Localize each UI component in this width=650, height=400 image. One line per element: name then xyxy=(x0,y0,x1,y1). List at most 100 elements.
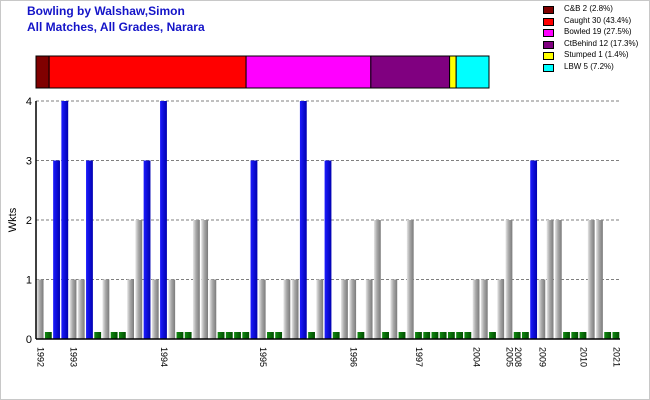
bar xyxy=(94,332,102,339)
bar xyxy=(332,332,340,339)
bar xyxy=(258,279,266,339)
x-tick-label: 1992 xyxy=(36,347,46,367)
x-tick-label: 1997 xyxy=(414,347,424,367)
bar xyxy=(267,332,274,339)
bar xyxy=(160,101,167,339)
legend-label-ctbehind: CtBehind 12 (17.3%) xyxy=(564,38,639,48)
bar xyxy=(357,332,365,339)
bar xyxy=(36,279,44,339)
bar xyxy=(275,332,283,339)
legend-swatch-lbw xyxy=(543,63,554,72)
legend-swatch-stumped xyxy=(543,52,554,60)
legend-swatch-caught xyxy=(543,17,554,26)
bar xyxy=(44,332,52,339)
bar xyxy=(480,279,488,339)
dismissal-segment-3 xyxy=(370,55,451,89)
y-axis-label: Wkts xyxy=(7,207,19,232)
bar xyxy=(415,332,422,339)
legend-label-stumped: Stumped 1 (1.4%) xyxy=(564,50,629,59)
bar xyxy=(538,279,546,339)
bar xyxy=(102,279,110,339)
bar xyxy=(521,332,529,339)
bar xyxy=(382,332,389,339)
bar xyxy=(398,332,406,339)
dismissal-segment-1 xyxy=(48,55,247,89)
bar xyxy=(176,332,184,339)
bar xyxy=(546,220,554,339)
legend-swatch-cab xyxy=(543,6,554,14)
y-ticks: 0 1 2 3 4 xyxy=(26,96,32,346)
x-tick-label: 1996 xyxy=(348,347,358,367)
legend-swatch-bowled xyxy=(543,29,554,37)
bar xyxy=(373,220,381,339)
bar xyxy=(423,332,431,339)
legend-swatch-ctbehind xyxy=(543,40,554,49)
bar xyxy=(283,279,291,339)
y-tick-label: 4 xyxy=(26,96,32,108)
bar xyxy=(464,332,472,339)
bar xyxy=(69,279,77,339)
bar xyxy=(571,332,579,339)
bar xyxy=(439,332,447,339)
axes xyxy=(35,101,620,340)
bar xyxy=(604,332,612,339)
bar xyxy=(579,332,587,339)
bar xyxy=(505,220,513,339)
bar xyxy=(143,160,151,339)
bar xyxy=(349,279,357,339)
legend-label-lbw: LBW 5 (7.2%) xyxy=(564,61,614,71)
bar xyxy=(316,279,324,339)
bar xyxy=(209,279,217,339)
x-tick-label: 2004 xyxy=(472,347,482,367)
bar xyxy=(431,332,439,339)
dismissal-segment-0 xyxy=(35,55,50,89)
bar xyxy=(110,332,118,339)
bar xyxy=(217,332,225,339)
bar xyxy=(612,332,620,339)
bar xyxy=(201,220,209,339)
bar xyxy=(86,160,93,339)
bar xyxy=(225,332,233,339)
bar xyxy=(587,220,595,339)
bar xyxy=(61,101,69,339)
x-tick-label: 2008 xyxy=(513,347,523,367)
bar xyxy=(472,279,480,339)
bar xyxy=(324,160,332,339)
bar xyxy=(513,332,521,339)
chart-subtitle: All Matches, All Grades, Narara xyxy=(27,20,205,34)
x-tick-label: 2021 xyxy=(612,347,622,367)
bar xyxy=(554,220,562,339)
y-tick-label: 3 xyxy=(26,156,32,168)
dismissal-segment-2 xyxy=(245,55,372,89)
bar xyxy=(341,279,348,339)
bar xyxy=(77,279,85,339)
bar xyxy=(308,332,315,339)
bar xyxy=(118,332,126,339)
bar xyxy=(563,332,570,339)
x-tick-label: 1993 xyxy=(69,347,79,367)
bar xyxy=(184,332,192,339)
bar xyxy=(53,160,60,339)
bar xyxy=(250,160,258,339)
bar xyxy=(447,332,455,339)
dismissal-segment-4 xyxy=(449,55,457,89)
bar xyxy=(242,332,250,339)
legend-label-caught: Caught 30 (43.4%) xyxy=(564,15,632,25)
legend-label-cab: C&B 2 (2.8%) xyxy=(564,4,613,13)
x-tick-label: 2009 xyxy=(537,347,547,367)
bar xyxy=(234,332,241,339)
bar xyxy=(135,220,143,339)
y-tick-label: 0 xyxy=(26,334,32,346)
bar xyxy=(390,279,398,339)
bar xyxy=(127,279,135,339)
bar xyxy=(489,332,496,339)
bar xyxy=(291,279,299,339)
chart-title: Bowling by Walshaw,Simon xyxy=(27,4,185,18)
x-tick-label: 2005 xyxy=(505,347,515,367)
x-tick-label: 1995 xyxy=(258,347,268,367)
bar xyxy=(192,220,200,339)
bar xyxy=(596,220,603,339)
bar xyxy=(406,220,414,339)
